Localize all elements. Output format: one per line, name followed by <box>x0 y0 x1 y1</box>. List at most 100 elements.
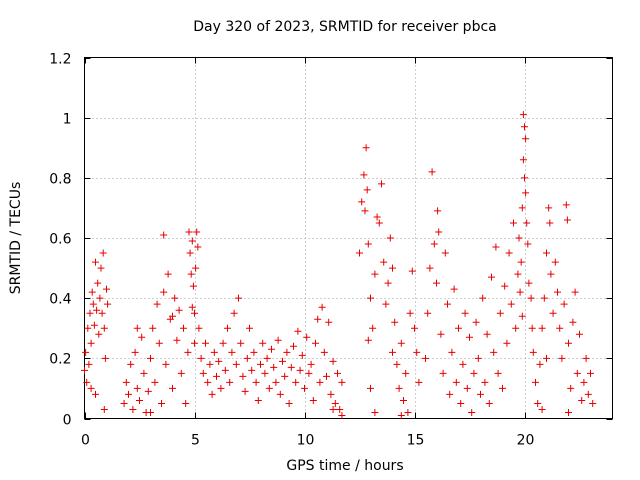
data-point <box>230 309 238 317</box>
data-point <box>422 354 429 362</box>
data-point <box>397 411 405 419</box>
data-point <box>274 336 282 344</box>
data-point <box>494 369 502 377</box>
data-point <box>164 270 172 278</box>
data-point <box>252 378 260 386</box>
data-point <box>276 390 284 398</box>
data-point <box>246 324 253 332</box>
data-point <box>517 258 525 266</box>
data-point <box>551 258 559 266</box>
data-point <box>90 321 98 329</box>
data-point <box>147 408 154 416</box>
data-point <box>219 339 227 347</box>
data-point <box>389 264 396 272</box>
data-point <box>463 384 471 392</box>
data-point <box>485 399 493 407</box>
data-point <box>189 282 197 290</box>
data-point <box>587 369 594 377</box>
data-point <box>221 366 229 374</box>
data-point <box>378 180 385 188</box>
data-point <box>547 270 555 278</box>
y-tick-labels: 0 0.2 0.4 0.6 0.8 1 1.2 <box>49 52 71 429</box>
data-point <box>160 231 168 239</box>
data-point <box>263 354 271 362</box>
data-point <box>503 339 511 347</box>
data-point <box>98 309 106 317</box>
data-point <box>545 204 553 212</box>
data-point <box>180 324 187 332</box>
data-point <box>448 348 456 356</box>
data-point <box>356 249 363 257</box>
data-point <box>336 405 344 413</box>
data-point <box>87 339 95 347</box>
data-point <box>521 123 528 131</box>
data-point <box>158 399 165 407</box>
data-point <box>199 369 207 377</box>
data-point <box>248 366 256 374</box>
data-point <box>175 306 183 314</box>
data-point <box>477 390 484 398</box>
data-point <box>543 249 550 257</box>
data-point <box>373 213 381 221</box>
data-point <box>510 219 517 227</box>
data-point <box>241 387 249 395</box>
data-point <box>430 240 438 248</box>
data-point <box>208 390 216 398</box>
data-point <box>397 339 405 347</box>
data-point <box>558 354 566 362</box>
data-point <box>439 369 447 377</box>
data-point <box>177 369 185 377</box>
data-point <box>237 339 245 347</box>
data-point <box>386 234 394 242</box>
data-point <box>474 354 482 362</box>
data-point <box>565 339 572 347</box>
data-point <box>380 258 388 266</box>
data-point <box>224 324 231 332</box>
data-point <box>133 384 141 392</box>
data-point <box>305 369 313 377</box>
data-point <box>325 318 333 326</box>
data-point <box>556 324 564 332</box>
x-tick-label: 10 <box>297 433 315 449</box>
data-point <box>529 348 537 356</box>
data-point <box>406 309 414 317</box>
data-point <box>384 279 392 287</box>
data-point <box>89 300 97 308</box>
data-point <box>215 357 223 365</box>
x-tick-label: 15 <box>407 433 425 449</box>
data-point <box>459 360 467 368</box>
data-point <box>518 204 526 212</box>
data-point <box>361 207 369 215</box>
data-point <box>532 378 539 386</box>
data-point <box>565 408 572 416</box>
data-point <box>527 294 535 302</box>
data-point <box>499 384 506 392</box>
y-tick-label: 1.2 <box>49 52 71 68</box>
data-point <box>254 396 262 404</box>
plot-area-frame <box>84 57 613 419</box>
data-point <box>213 372 220 380</box>
data-point <box>193 228 201 236</box>
data-point <box>404 408 412 416</box>
data-point <box>391 318 399 326</box>
data-point <box>571 288 579 296</box>
data-point <box>131 348 139 356</box>
data-point <box>283 348 291 356</box>
data-point <box>184 348 192 356</box>
data-point <box>522 135 530 143</box>
data-point <box>523 219 531 227</box>
data-point <box>92 390 99 398</box>
data-point <box>512 324 520 332</box>
data-point <box>268 345 275 353</box>
data-point <box>191 339 198 347</box>
data-point <box>515 234 523 242</box>
data-point <box>516 288 524 296</box>
data-point <box>522 189 530 197</box>
x-tick-labels: 0 5 10 15 20 <box>81 433 534 449</box>
data-point <box>95 330 103 338</box>
data-point <box>562 201 570 209</box>
data-point <box>97 264 105 272</box>
data-point <box>303 333 311 341</box>
chart-title: Day 320 of 2023, SRMTID for receiver pbc… <box>193 19 496 35</box>
